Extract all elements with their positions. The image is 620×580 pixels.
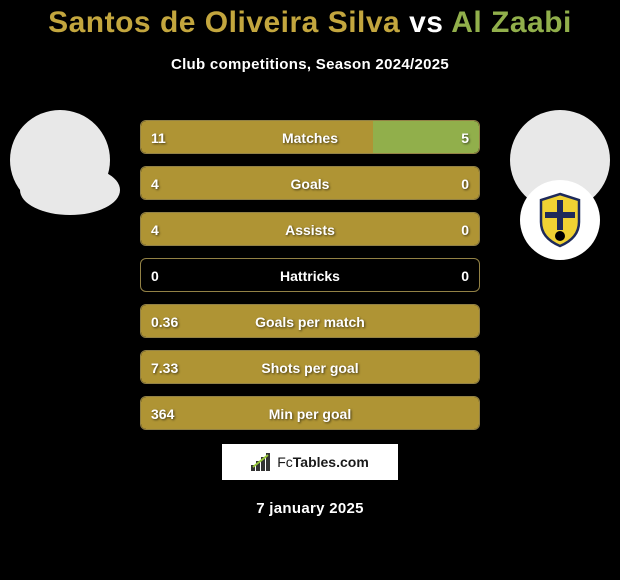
vs-text: vs (409, 6, 443, 39)
stat-label: Assists (141, 213, 479, 246)
stat-label: Goals (141, 167, 479, 200)
stat-row: 115Matches (140, 120, 480, 154)
date-text: 7 january 2025 (0, 500, 620, 517)
stat-row: 40Assists (140, 212, 480, 246)
player1-name: Santos de Oliveira Silva (48, 6, 400, 39)
stat-label: Min per goal (141, 397, 479, 430)
stat-row: 7.33Shots per goal (140, 350, 480, 384)
stat-label: Hattricks (141, 259, 479, 292)
subtitle: Club competitions, Season 2024/2025 (0, 56, 620, 73)
stat-label: Goals per match (141, 305, 479, 338)
player1-avatar-bottom (20, 165, 120, 215)
player2-name: Al Zaabi (451, 6, 572, 39)
comparison-title: Santos de Oliveira Silva vs Al Zaabi (0, 0, 620, 40)
stat-row: 40Goals (140, 166, 480, 200)
chart-icon (251, 453, 273, 471)
stat-label: Matches (141, 121, 479, 154)
stat-label: Shots per goal (141, 351, 479, 384)
stat-row: 364Min per goal (140, 396, 480, 430)
player2-club-badge (520, 180, 600, 260)
shield-icon (537, 192, 583, 248)
brand-text: FcTables.com (277, 454, 369, 470)
stat-row: 0.36Goals per match (140, 304, 480, 338)
stats-rows: 115Matches 40Goals 40Assists 00Hattricks 0.3… (140, 120, 480, 442)
brand-box: FcTables.com (222, 444, 398, 480)
stat-row: 00Hattricks (140, 258, 480, 292)
brand-rest: Tables.com (293, 454, 369, 470)
brand-prefix: Fc (277, 454, 293, 470)
